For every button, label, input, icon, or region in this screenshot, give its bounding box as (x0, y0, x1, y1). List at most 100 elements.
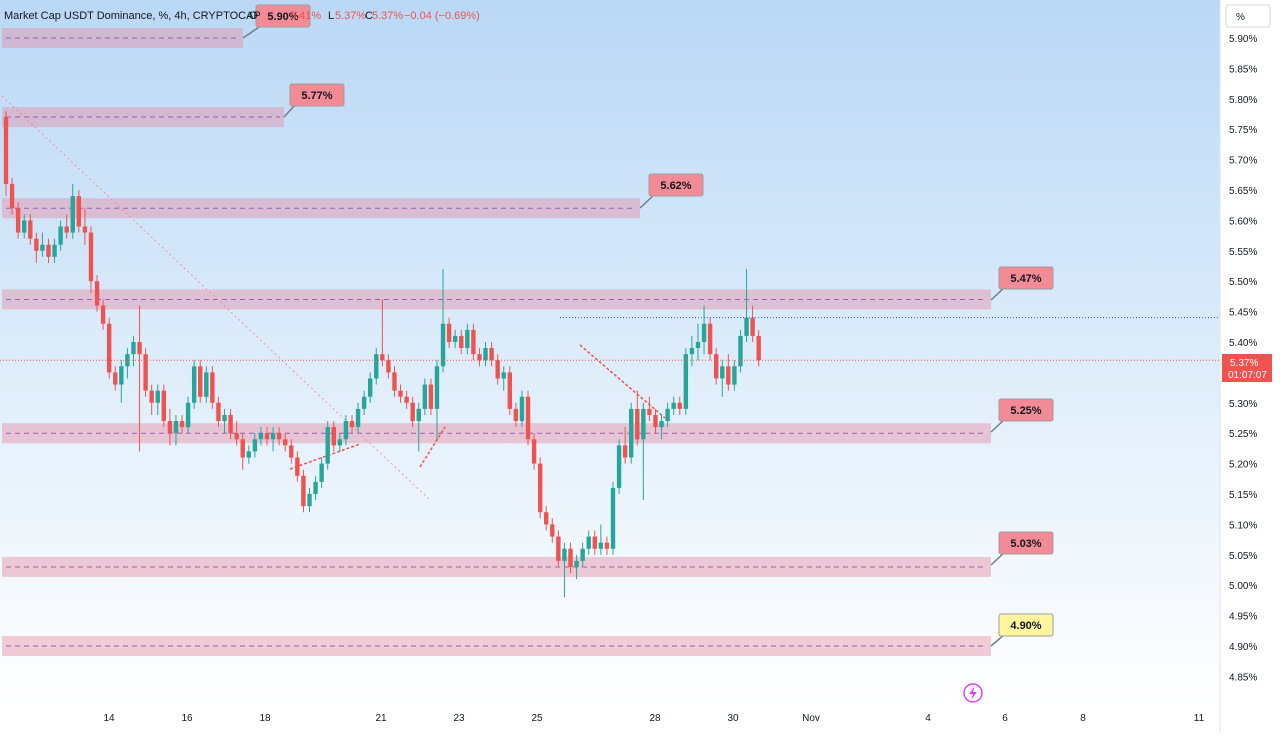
price-lines-layer (0, 317, 1220, 361)
candle-body (228, 414, 233, 434)
legend-close-prefix: C (365, 10, 373, 22)
candle-body (720, 366, 725, 379)
candle-body (46, 244, 51, 257)
candle-body (276, 433, 282, 440)
x-tick-label: 25 (531, 713, 543, 724)
descending-trendline (1, 95, 431, 501)
candle-body (155, 390, 160, 403)
x-tick-label: 14 (103, 713, 115, 724)
candle-body (106, 323, 112, 373)
candle-body (513, 408, 519, 422)
candle-body (210, 372, 215, 403)
candle-body (428, 384, 434, 409)
candle-body (568, 548, 573, 567)
candle-body (270, 433, 276, 440)
level-callout-label: 5.47% (1010, 273, 1041, 285)
candle-body (125, 354, 130, 367)
level-callout-box (648, 173, 704, 197)
candle-body (489, 348, 494, 361)
y-tick-label: 5.70% (1229, 156, 1257, 167)
candle-body (52, 244, 57, 257)
candle-body (113, 372, 118, 385)
callouts-layer: 5.90% 5.77% 5.62% 5.47% 5.25% 5.03% 4.90% (242, 4, 1054, 647)
candle-body (525, 396, 531, 440)
candle-body (410, 402, 415, 422)
candle-body (161, 390, 167, 422)
candle-body (143, 354, 148, 391)
candle-body (459, 335, 464, 349)
legend-change-text: −0.04 (−0.69%) (404, 10, 480, 22)
candle-body (622, 445, 628, 458)
candle-body (707, 323, 713, 355)
candle-body (149, 390, 154, 403)
candle-body (616, 445, 622, 488)
y-tick-label: 5.55% (1229, 247, 1257, 258)
x-tick-label: 16 (181, 713, 193, 724)
candle-body (386, 360, 391, 373)
candle-body (100, 305, 106, 324)
last-price-countdown: 01:07:07 (1228, 370, 1267, 381)
scale-mode-button-frame[interactable] (1225, 4, 1271, 28)
candle-body (732, 366, 737, 385)
level-callout-label: 4.90% (1010, 620, 1041, 632)
candle-body (641, 408, 646, 440)
candle-body (289, 445, 294, 458)
candle-body (519, 396, 525, 422)
candle-body (477, 354, 482, 361)
candle-body (137, 342, 142, 355)
candles-layer (3, 110, 761, 598)
candle-body (507, 372, 513, 409)
x-tick-label: Nov (802, 713, 820, 724)
y-tick-label: 5.50% (1229, 277, 1257, 288)
candle-body (355, 408, 361, 428)
candle-body (580, 548, 585, 561)
candle-body (562, 548, 567, 561)
candle-body (446, 323, 452, 342)
candle-body (252, 439, 258, 452)
candle-body (343, 421, 349, 440)
candle-body (361, 396, 367, 409)
candle-body (556, 536, 561, 561)
level-callout-label: 5.90% (267, 11, 298, 23)
candle-body (610, 487, 616, 549)
x-tick-label: 28 (649, 713, 661, 724)
candle-body (34, 238, 39, 251)
candle-body (629, 408, 634, 458)
candle-body (544, 512, 549, 525)
candle-body (258, 433, 264, 440)
scale-mode-button[interactable]: % (1225, 4, 1271, 28)
candle-body (216, 402, 221, 422)
candle-body (434, 366, 440, 409)
y-tick-label: 4.95% (1229, 612, 1257, 623)
header-legend: Market Cap USDT Dominance, %, 4h, CRYPTO… (4, 10, 480, 22)
candle-body (167, 421, 173, 434)
candle-body (416, 408, 421, 422)
y-tick-label: 5.80% (1229, 95, 1257, 106)
x-tick-label: 8 (1080, 713, 1086, 724)
scale-mode-button-label: % (1236, 12, 1245, 23)
candle-body (671, 402, 676, 409)
candle-body (483, 348, 488, 361)
candle-body (368, 378, 373, 397)
candle-body (659, 421, 664, 428)
candle-body (738, 335, 743, 367)
y-tick-label: 5.30% (1229, 399, 1257, 410)
y-tick-label: 4.85% (1229, 672, 1257, 683)
last-price-label-bg (1222, 354, 1272, 382)
trend-arrow-3 (579, 344, 666, 419)
y-tick-label: 5.60% (1229, 216, 1257, 227)
candle-body (246, 451, 251, 458)
candle-body (204, 372, 209, 397)
level-callout-box (998, 398, 1054, 422)
candle-body (592, 536, 597, 549)
candle-body (398, 390, 403, 397)
flash-button[interactable] (963, 683, 983, 703)
candle-body (586, 536, 591, 549)
time-axis[interactable]: 14 16 18 21 23 25 28 30 Nov 4 6 8 11 (103, 713, 1204, 724)
candle-body (28, 220, 33, 239)
candle-body (471, 329, 476, 355)
level-callout-label: 5.25% (1010, 405, 1041, 417)
y-tick-label: 5.45% (1229, 308, 1257, 319)
